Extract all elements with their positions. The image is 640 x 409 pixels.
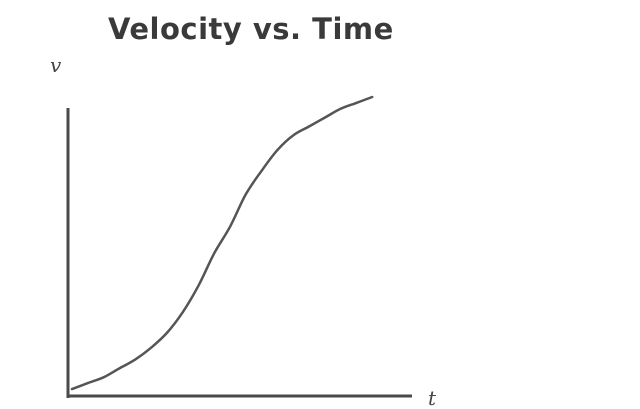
x-axis-label: t <box>428 386 437 409</box>
velocity-curve <box>70 95 374 391</box>
y-axis-label: v <box>50 53 62 77</box>
chart-title: Velocity vs. Time <box>108 12 394 46</box>
